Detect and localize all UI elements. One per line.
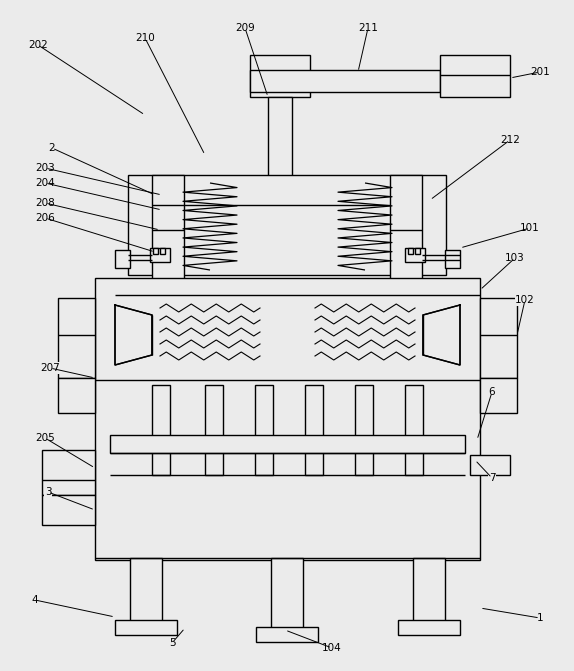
Text: 6: 6 [488, 387, 495, 397]
Text: 205: 205 [35, 433, 55, 443]
Text: 211: 211 [358, 23, 378, 33]
Bar [42, 450, 95, 495]
Text: 101: 101 [520, 223, 540, 233]
Polygon shape [423, 305, 460, 365]
Bar [256, 627, 318, 642]
Bar [470, 455, 510, 475]
Bar [268, 97, 292, 272]
Polygon shape [115, 305, 152, 365]
Bar [445, 250, 460, 268]
Bar [58, 378, 95, 413]
Bar [110, 435, 465, 453]
Bar [440, 55, 510, 97]
Bar [405, 385, 423, 475]
Bar [58, 298, 95, 378]
Bar [205, 385, 223, 475]
Text: 203: 203 [35, 163, 55, 173]
Bar [480, 298, 517, 378]
Bar [255, 385, 273, 475]
Bar [160, 248, 165, 254]
Text: 3: 3 [45, 487, 51, 497]
Bar [390, 175, 422, 280]
Bar [413, 558, 445, 623]
Bar [271, 558, 303, 630]
Text: 207: 207 [40, 363, 60, 373]
Bar [408, 248, 413, 254]
Text: 1: 1 [537, 613, 544, 623]
Bar [415, 248, 420, 254]
Bar [115, 620, 177, 635]
Text: 204: 204 [35, 178, 55, 188]
Bar [398, 620, 460, 635]
Text: 102: 102 [515, 295, 535, 305]
Text: 104: 104 [322, 643, 342, 653]
Bar [42, 495, 95, 525]
Bar [405, 248, 425, 262]
Text: 212: 212 [500, 135, 520, 145]
Bar [250, 55, 310, 97]
Text: 103: 103 [505, 253, 525, 263]
Bar [95, 278, 480, 560]
Text: 209: 209 [235, 23, 255, 33]
Text: 4: 4 [32, 595, 38, 605]
Bar [152, 385, 170, 475]
Bar [115, 250, 130, 268]
Text: 7: 7 [488, 473, 495, 483]
Text: 201: 201 [530, 67, 550, 77]
Text: 210: 210 [135, 33, 155, 43]
Text: 202: 202 [28, 40, 48, 50]
Bar [355, 385, 373, 475]
Text: 208: 208 [35, 198, 55, 208]
Bar [250, 70, 440, 92]
Bar [152, 175, 184, 280]
Bar [150, 248, 170, 262]
Bar [480, 378, 517, 413]
Text: 5: 5 [169, 638, 175, 648]
Bar [153, 248, 158, 254]
Text: 2: 2 [49, 143, 55, 153]
Bar [130, 558, 162, 623]
Bar [128, 175, 446, 275]
Bar [305, 385, 323, 475]
Text: 206: 206 [35, 213, 55, 223]
